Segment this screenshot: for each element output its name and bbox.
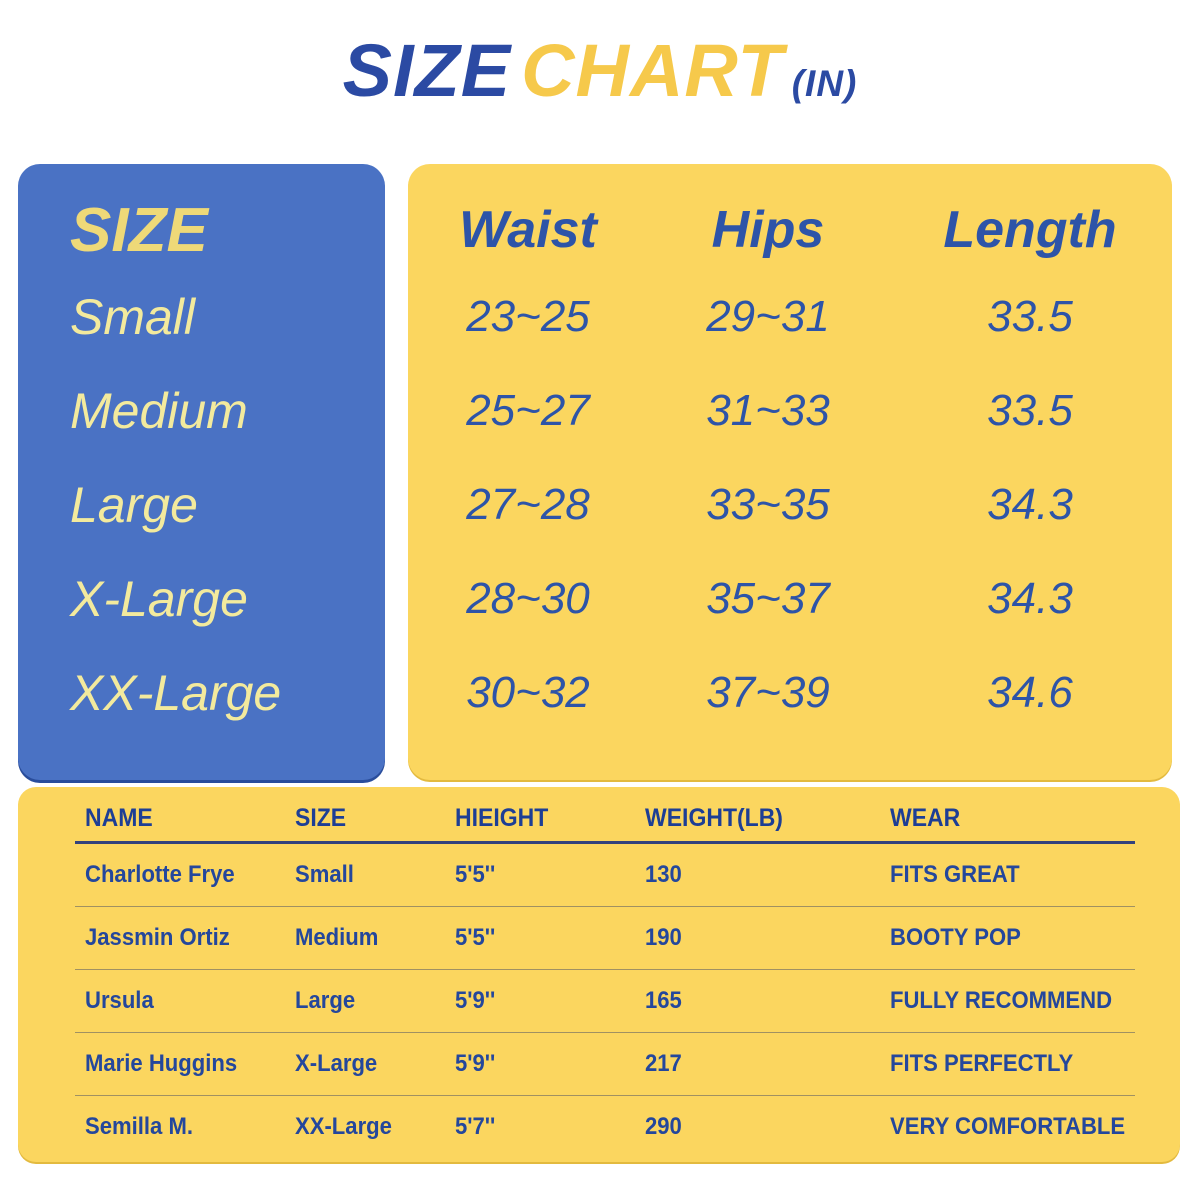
reviewer-wear: FITS PERFECTLY xyxy=(890,1050,1074,1077)
length-column-header: Length xyxy=(943,201,1117,259)
wear-column-header: WEAR xyxy=(890,803,961,832)
reviewer-wear: FULLY RECOMMEND xyxy=(890,987,1113,1014)
reviewer-wear: FITS GREAT xyxy=(890,861,1020,888)
measurement-row-small: 23~25 29~31 33.5 xyxy=(408,270,1172,364)
review-row-3: Ursula Large 5'9'' 165 FULLY RECOMMEND xyxy=(75,970,1135,1033)
review-row-5: Semilla M. XX-Large 5'7'' 290 VERY COMFO… xyxy=(75,1096,1135,1158)
reviewer-name: Ursula xyxy=(85,987,154,1014)
measurement-row-xx-large: 30~32 37~39 34.6 xyxy=(408,646,1172,740)
reviewer-size: Small xyxy=(295,861,354,888)
title-unit: (IN) xyxy=(791,63,858,104)
size-label-small: Small xyxy=(70,289,196,345)
reviewer-weight: 130 xyxy=(645,861,682,888)
medium-hips-value: 31~33 xyxy=(706,386,830,435)
small-length-value: 33.5 xyxy=(987,292,1073,341)
large-length-value: 34.3 xyxy=(987,480,1073,529)
reviews-table: NAME SIZE HIEIGHT WEIGHT(LB) WEAR Charlo… xyxy=(75,795,1135,1158)
measurement-row-x-large: 28~30 35~37 34.3 xyxy=(408,552,1172,646)
large-waist-value: 27~28 xyxy=(466,480,590,529)
reviewer-height: 5'7'' xyxy=(455,1113,496,1140)
reviewer-height: 5'9'' xyxy=(455,987,496,1014)
measurement-row-large: 27~28 33~35 34.3 xyxy=(408,458,1172,552)
reviewer-weight: 190 xyxy=(645,924,682,951)
reviewer-name: Semilla M. xyxy=(85,1113,193,1140)
reviewer-size: Medium xyxy=(295,924,379,951)
measurements-panel: Waist Hips Length 23~25 29~31 33.5 25~27… xyxy=(408,164,1172,780)
review-row-1: Charlotte Frye Small 5'5'' 130 FITS GREA… xyxy=(75,844,1135,907)
xx-large-waist-value: 30~32 xyxy=(466,668,590,717)
xx-large-length-value: 34.6 xyxy=(987,668,1073,717)
size-label-x-large: X-Large xyxy=(70,571,248,627)
review-row-2: Jassmin Ortiz Medium 5'5'' 190 BOOTY POP xyxy=(75,907,1135,970)
reviewer-height: 5'5'' xyxy=(455,861,496,888)
size-label-large: Large xyxy=(70,477,198,533)
size-column-header: SIZE xyxy=(295,803,347,832)
reviews-panel: NAME SIZE HIEIGHT WEIGHT(LB) WEAR Charlo… xyxy=(18,787,1180,1162)
medium-waist-value: 25~27 xyxy=(466,386,590,435)
reviewer-size: X-Large xyxy=(295,1050,378,1077)
medium-length-value: 33.5 xyxy=(987,386,1073,435)
size-panel: SIZE Small Medium Large X-Large XX-Large xyxy=(18,164,385,780)
x-large-length-value: 34.3 xyxy=(987,574,1073,623)
reviewer-name: Charlotte Frye xyxy=(85,861,235,888)
x-large-hips-value: 35~37 xyxy=(706,574,830,623)
measurements-header-row: Waist Hips Length xyxy=(408,190,1172,270)
page-title: SIZE CHART (IN) xyxy=(0,28,1200,113)
reviewer-size: XX-Large xyxy=(295,1113,392,1140)
x-large-waist-value: 28~30 xyxy=(466,574,590,623)
reviewer-weight: 165 xyxy=(645,987,682,1014)
reviewer-name: Marie Huggins xyxy=(85,1050,238,1077)
review-row-4: Marie Huggins X-Large 5'9'' 217 FITS PER… xyxy=(75,1033,1135,1096)
title-size-word: SIZE xyxy=(342,29,512,112)
reviewer-name: Jassmin Ortiz xyxy=(85,924,230,951)
name-column-header: NAME xyxy=(85,803,153,832)
reviews-header-row: NAME SIZE HIEIGHT WEIGHT(LB) WEAR xyxy=(75,795,1135,844)
reviewer-weight: 217 xyxy=(645,1050,682,1077)
size-label-medium: Medium xyxy=(70,383,248,439)
measurement-row-medium: 25~27 31~33 33.5 xyxy=(408,364,1172,458)
reviewer-size: Large xyxy=(295,987,356,1014)
size-panel-header: SIZE xyxy=(70,195,208,265)
waist-column-header: Waist xyxy=(459,201,597,259)
reviewer-wear: VERY COMFORTABLE xyxy=(890,1113,1126,1140)
reviewer-height: 5'9'' xyxy=(455,1050,496,1077)
large-hips-value: 33~35 xyxy=(706,480,830,529)
title-chart-word: CHART xyxy=(521,29,784,112)
size-label-xx-large: XX-Large xyxy=(70,665,282,721)
small-hips-value: 29~31 xyxy=(706,292,830,341)
reviewer-height: 5'5'' xyxy=(455,924,496,951)
reviewer-wear: BOOTY POP xyxy=(890,924,1021,951)
weight-column-header: WEIGHT(LB) xyxy=(645,803,783,832)
xx-large-hips-value: 37~39 xyxy=(706,668,830,717)
small-waist-value: 23~25 xyxy=(466,292,590,341)
hips-column-header: Hips xyxy=(711,201,825,259)
height-column-header: HIEIGHT xyxy=(455,803,549,832)
reviewer-weight: 290 xyxy=(645,1113,682,1140)
